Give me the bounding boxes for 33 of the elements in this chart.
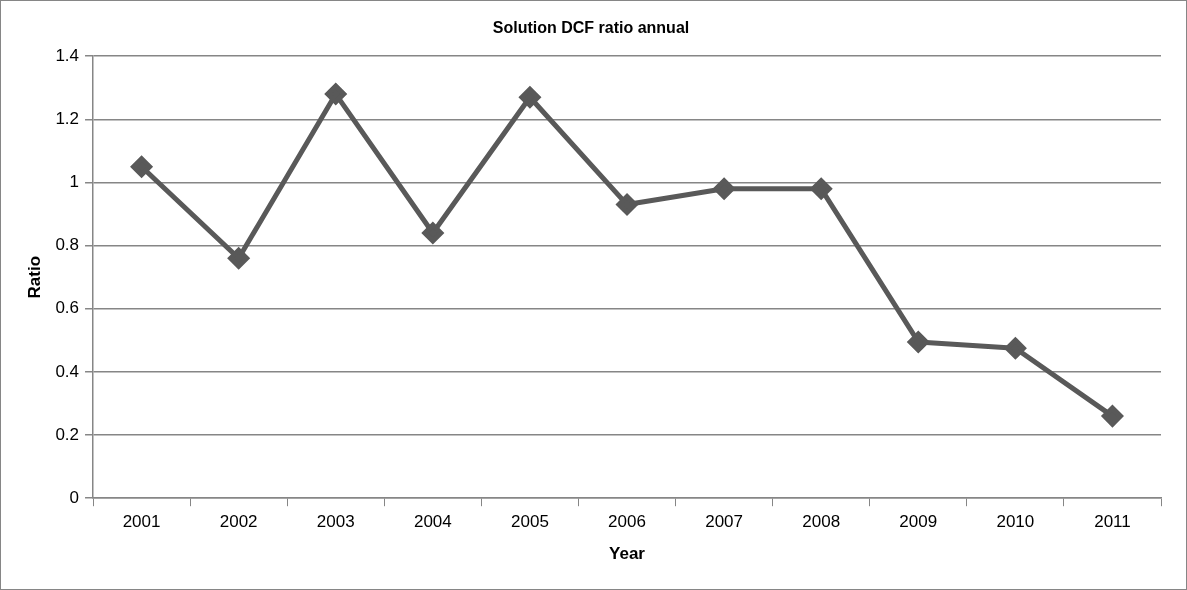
x-tick-label: 2009: [899, 512, 938, 532]
point: [228, 247, 250, 269]
x-axis-title: Year: [609, 544, 646, 564]
point: [810, 178, 832, 200]
x-tick-label: 2004: [413, 512, 452, 532]
point: [907, 331, 929, 353]
x-tick-label: 2007: [705, 512, 744, 532]
x-tick-label: 2001: [122, 512, 161, 532]
point: [325, 83, 347, 105]
point: [131, 156, 153, 178]
x-tick-label: 2002: [219, 512, 258, 532]
x-tick-label: 2008: [802, 512, 841, 532]
x-tick-label: 2003: [316, 512, 355, 532]
point: [519, 86, 541, 108]
chart-title: Solution DCF ratio annual: [492, 19, 690, 37]
point: [1004, 337, 1026, 359]
point: [1101, 405, 1123, 427]
point: [422, 222, 444, 244]
y-tick-label: 1.4: [55, 45, 80, 65]
y-tick-label: 1: [69, 172, 80, 192]
point: [616, 194, 638, 216]
x-tick-label: 2011: [1094, 512, 1131, 532]
y-tick-label: 0.8: [55, 235, 80, 255]
y-tick-label: 0.2: [55, 424, 80, 444]
x-tick-label: 2005: [511, 512, 549, 532]
y-tick-label: 0.6: [55, 298, 80, 318]
y-tick-label: 0: [69, 487, 80, 507]
x-tick-label: 2006: [608, 512, 646, 532]
point: [713, 178, 735, 200]
y-tick-label: 0.4: [55, 361, 80, 381]
x-tick-label: 2010: [996, 512, 1035, 532]
y-axis-title: Ratio: [24, 255, 44, 299]
y-tick-label: 1.2: [55, 109, 80, 129]
